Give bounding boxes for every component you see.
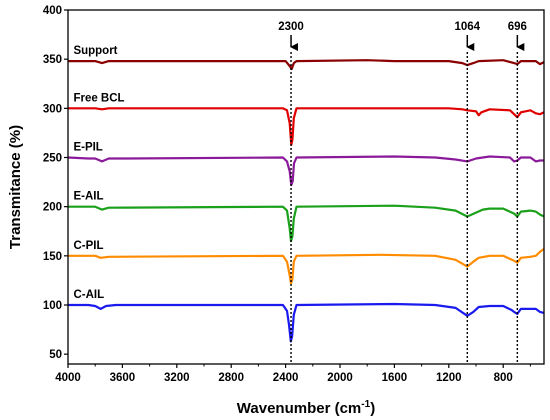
series-line (68, 248, 545, 285)
series-label: C-PIL (73, 240, 103, 252)
series-line (68, 107, 545, 146)
x-axis-title-close: ) (370, 400, 375, 417)
series-label: E-PIL (73, 142, 102, 154)
series-label: Support (73, 45, 117, 57)
series-line (67, 155, 544, 187)
peak-label: 1064 (454, 21, 480, 33)
y-tick-label: 400 (43, 5, 62, 17)
series-label: C-AIL (73, 289, 104, 301)
y-tick-label: 250 (43, 153, 62, 165)
y-tick-label: 350 (43, 54, 62, 66)
x-tick-label: 3200 (164, 372, 190, 384)
series-line (68, 302, 545, 343)
peak-label: 696 (508, 21, 527, 33)
series-line (68, 59, 545, 71)
y-tick-label: 50 (49, 349, 62, 361)
x-tick-label: 2000 (327, 372, 353, 384)
series-label: E-AIL (73, 191, 103, 203)
x-tick-label: 2800 (218, 372, 244, 384)
series-label: Free BCL (73, 92, 124, 104)
x-tick-label: 4000 (55, 372, 81, 384)
series-group: Support Free BCL E-PIL E-AIL C-PIL C-AIL (67, 45, 545, 343)
y-tick-label: 200 (43, 202, 62, 214)
x-axis: 4000 3600 3200 2800 2400 2000 1600 1200 800 (55, 364, 531, 384)
y-tick-label: 150 (43, 251, 62, 263)
y-axis-title: Transmitance (%) (7, 125, 24, 249)
y-axis: 50 100 150 200 250 300 350 400 (43, 5, 68, 361)
x-tick-label: 800 (494, 372, 513, 384)
x-axis-title: Wavenumber (cm-1) (237, 399, 375, 417)
plot-frame (67, 9, 545, 365)
x-axis-title-superscript: -1 (361, 399, 370, 410)
x-tick-label: 1200 (436, 372, 462, 384)
peak-label: 2300 (278, 21, 304, 33)
series-line (68, 204, 545, 243)
peak-markers: 2300 1064 696 (278, 21, 527, 364)
y-tick-label: 300 (43, 103, 62, 115)
x-tick-label: 2400 (273, 372, 299, 384)
x-tick-label: 1600 (382, 372, 408, 384)
y-tick-label: 100 (43, 300, 62, 312)
x-tick-label: 3600 (110, 372, 136, 384)
x-axis-title-main: Wavenumber (cm (237, 400, 361, 417)
